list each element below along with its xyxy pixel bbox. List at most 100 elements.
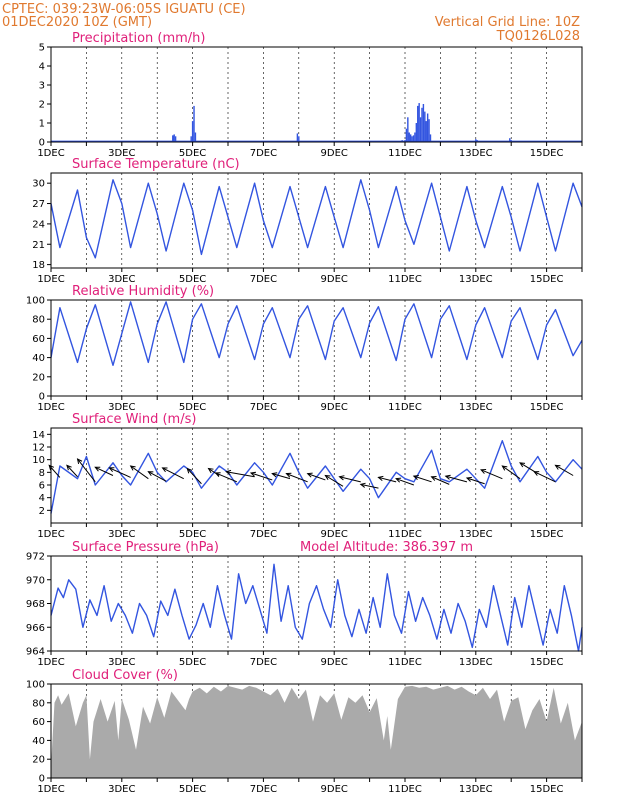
- x-tick-label: 1DEC: [37, 529, 64, 540]
- x-tick-label: 11DEC: [388, 784, 422, 795]
- x-tick-label: 11DEC: [388, 402, 422, 413]
- panel-frame: [50, 46, 583, 143]
- y-tick-label: 100: [26, 680, 45, 691]
- wind-arrow-shaft: [95, 466, 114, 476]
- wind-arrow-shaft: [109, 467, 131, 478]
- x-tick-label: 5DEC: [179, 657, 206, 668]
- wind-arrow-shaft: [162, 467, 184, 480]
- series-line-rh: [50, 301, 583, 366]
- x-tick-label: 1DEC: [37, 148, 64, 159]
- y-tick-label: 21: [32, 240, 45, 251]
- precip-bar: [173, 134, 175, 142]
- precip-bar: [414, 132, 416, 142]
- wind-arrow-head: [48, 464, 55, 471]
- precip-bar: [428, 119, 430, 142]
- x-tick-label: 3DEC: [108, 402, 135, 413]
- panel-cloud: 0 20 40 60 80 100 1DEC 3DEC 5DEC 7DEC 9DEC 11DEC 13D…: [26, 668, 583, 795]
- wind-arrow-head: [480, 469, 487, 474]
- panel-precip: 0 1 2 3 4 5 1DEC 3DEC 5DEC 7DEC 9DEC 11DEC 13DEC 15DE…: [37, 31, 583, 159]
- panel-frame: [50, 427, 583, 524]
- wind-arrow-shaft: [502, 465, 521, 480]
- wind-arrow-head: [94, 466, 101, 472]
- x-tick-label: 11DEC: [388, 657, 422, 668]
- precip-bar: [419, 117, 422, 142]
- y-tick-label: 2: [39, 506, 45, 517]
- panel-pres: 964 966 968 970 972 1DEC 3DEC 5DEC 7DEC 9DEC 11DEC…: [26, 540, 583, 668]
- wind-arrow-shaft: [555, 464, 574, 476]
- y-tick-label: 2: [39, 100, 45, 111]
- y-tick-label: 0: [39, 392, 45, 403]
- series-line-pres: [50, 563, 583, 652]
- wind-arrow-head: [285, 472, 292, 478]
- wind-arrow-shaft: [250, 472, 273, 481]
- x-tick-label: 15DEC: [530, 529, 564, 540]
- y-tick-label: 964: [26, 647, 45, 658]
- wind-arrow-head: [359, 482, 366, 488]
- x-tick-label: 1DEC: [37, 402, 64, 413]
- wind-arrow-shaft: [66, 465, 78, 478]
- panel-frame: [50, 555, 583, 652]
- wind-arrow-shaft: [272, 473, 291, 480]
- x-tick-label: 5DEC: [179, 784, 206, 795]
- precip-bar: [429, 134, 432, 142]
- x-tick-label: 15DEC: [530, 784, 564, 795]
- wind-arrow-shaft: [226, 471, 255, 478]
- panel-title-wind: Surface Wind (m/s): [72, 412, 196, 427]
- wind-arrow-shaft: [466, 477, 485, 485]
- precip-bar: [425, 121, 427, 142]
- x-tick-label: 9DEC: [321, 784, 348, 795]
- y-tick-label: 3: [39, 81, 45, 92]
- precip-bar: [475, 139, 477, 142]
- x-tick-label: 7DEC: [250, 529, 277, 540]
- wind-arrow-shaft: [339, 476, 361, 483]
- x-tick-label: 7DEC: [250, 274, 277, 285]
- wind-arrow-head: [66, 464, 72, 471]
- x-tick-label: 15DEC: [530, 657, 564, 668]
- y-tick-label: 1: [39, 119, 45, 130]
- precip-bar: [424, 111, 426, 142]
- x-tick-label: 7DEC: [250, 784, 277, 795]
- wind-arrow-head: [430, 476, 437, 481]
- precip-bar: [417, 105, 419, 142]
- wind-arrow-head: [395, 477, 402, 483]
- x-tick-label: 11DEC: [388, 148, 422, 159]
- x-tick-label: 3DEC: [108, 657, 135, 668]
- x-tick-label: 13DEC: [459, 784, 493, 795]
- y-tick-label: 40: [32, 353, 45, 364]
- x-tick-label: 7DEC: [250, 657, 277, 668]
- wind-arrow-head: [412, 474, 419, 480]
- y-tick-label: 968: [26, 599, 45, 610]
- y-tick-label: 0: [39, 774, 45, 785]
- x-tick-label: 1DEC: [37, 274, 64, 285]
- wind-arrow-shaft: [533, 471, 556, 483]
- wind-arrow-shaft: [480, 469, 503, 480]
- x-tick-label: 1DEC: [37, 657, 64, 668]
- x-tick-label: 3DEC: [108, 784, 135, 795]
- wind-arrow-head: [501, 465, 508, 471]
- cloud-area: [51, 685, 582, 778]
- y-tick-label: 20: [32, 372, 45, 383]
- wind-arrow-head: [306, 472, 313, 478]
- wind-arrow-head: [324, 474, 331, 480]
- precip-bar: [509, 138, 511, 142]
- run-date-header: 01DEC2020 10Z (GMT): [2, 15, 152, 30]
- y-tick-label: 40: [32, 736, 45, 747]
- x-tick-label: 9DEC: [321, 402, 348, 413]
- precip-bar: [194, 132, 197, 142]
- precip-bar: [412, 135, 415, 142]
- x-tick-label: 9DEC: [321, 274, 348, 285]
- wind-arrow-head: [338, 475, 345, 481]
- precip-bar: [191, 121, 194, 142]
- wind-arrow-shaft: [307, 473, 326, 481]
- precip-bar: [422, 104, 425, 142]
- y-tick-label: 972: [26, 552, 45, 563]
- precip-bar: [193, 105, 195, 142]
- wind-arrow-head: [207, 467, 214, 474]
- panel-title-temp: Surface Temperature (nC): [72, 157, 240, 172]
- y-tick-label: 20: [32, 755, 45, 766]
- precip-bar: [190, 136, 192, 142]
- y-tick-label: 24: [32, 219, 45, 230]
- x-tick-label: 5DEC: [179, 148, 206, 159]
- wind-arrow-head: [186, 467, 193, 474]
